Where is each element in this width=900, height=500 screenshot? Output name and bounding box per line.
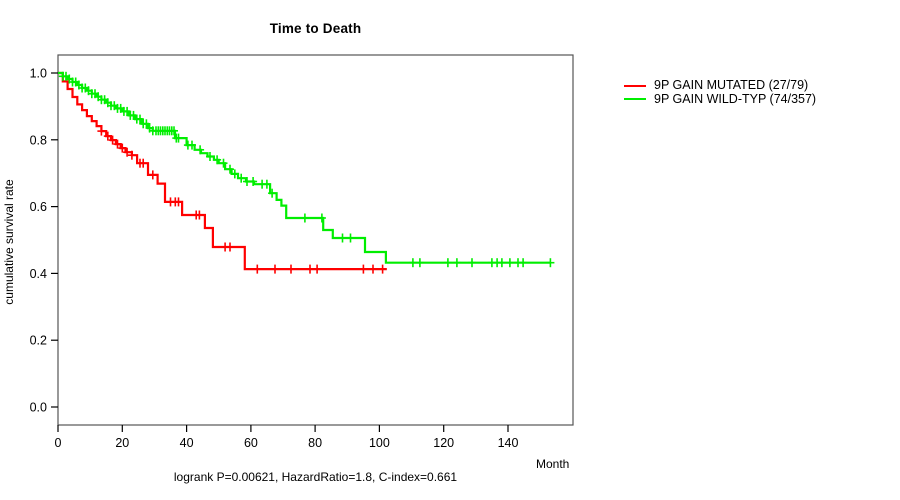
x-tick-label: 60 xyxy=(244,436,258,450)
x-tick-label: 100 xyxy=(369,436,390,450)
legend-line-red xyxy=(624,84,646,87)
x-tick-label: 120 xyxy=(433,436,454,450)
legend-item-mutated: 9P GAIN MUTATED (27/79) xyxy=(624,78,816,93)
y-tick-label: 0.2 xyxy=(30,334,47,348)
x-tick-label: 80 xyxy=(308,436,322,450)
y-tick-label: 0.0 xyxy=(30,401,47,415)
y-tick-label: 0.8 xyxy=(30,133,47,147)
x-tick-label: 0 xyxy=(55,436,62,450)
y-tick-label: 0.6 xyxy=(30,200,47,214)
y-tick-label: 0.4 xyxy=(30,267,47,281)
survival-curve-1 xyxy=(58,71,551,264)
legend-label-mutated: 9P GAIN MUTATED (27/79) xyxy=(654,78,809,92)
x-tick-label: 40 xyxy=(180,436,194,450)
x-tick-label: 20 xyxy=(115,436,129,450)
legend-item-wildtype: 9P GAIN WILD-TYP (74/357) xyxy=(624,91,817,107)
legend-label-wildtype: 9P GAIN WILD-TYP (74/357) xyxy=(654,91,817,106)
survival-curve-0 xyxy=(58,71,387,271)
plot-box xyxy=(57,54,574,426)
chart-title: Time to Death xyxy=(269,21,362,36)
x-axis-label: Month xyxy=(536,457,570,471)
stats-annotation: logrank P=0.00621, HazardRatio=1.8, C-in… xyxy=(173,470,458,484)
y-tick-label: 1.0 xyxy=(30,67,47,81)
x-tick-label: 140 xyxy=(498,436,519,450)
legend-line-green xyxy=(624,98,646,101)
legend: 9P GAIN MUTATED (27/79) 9P GAIN WILD-TYP… xyxy=(624,78,817,107)
y-axis-label: cumulative survival rate xyxy=(2,179,16,305)
